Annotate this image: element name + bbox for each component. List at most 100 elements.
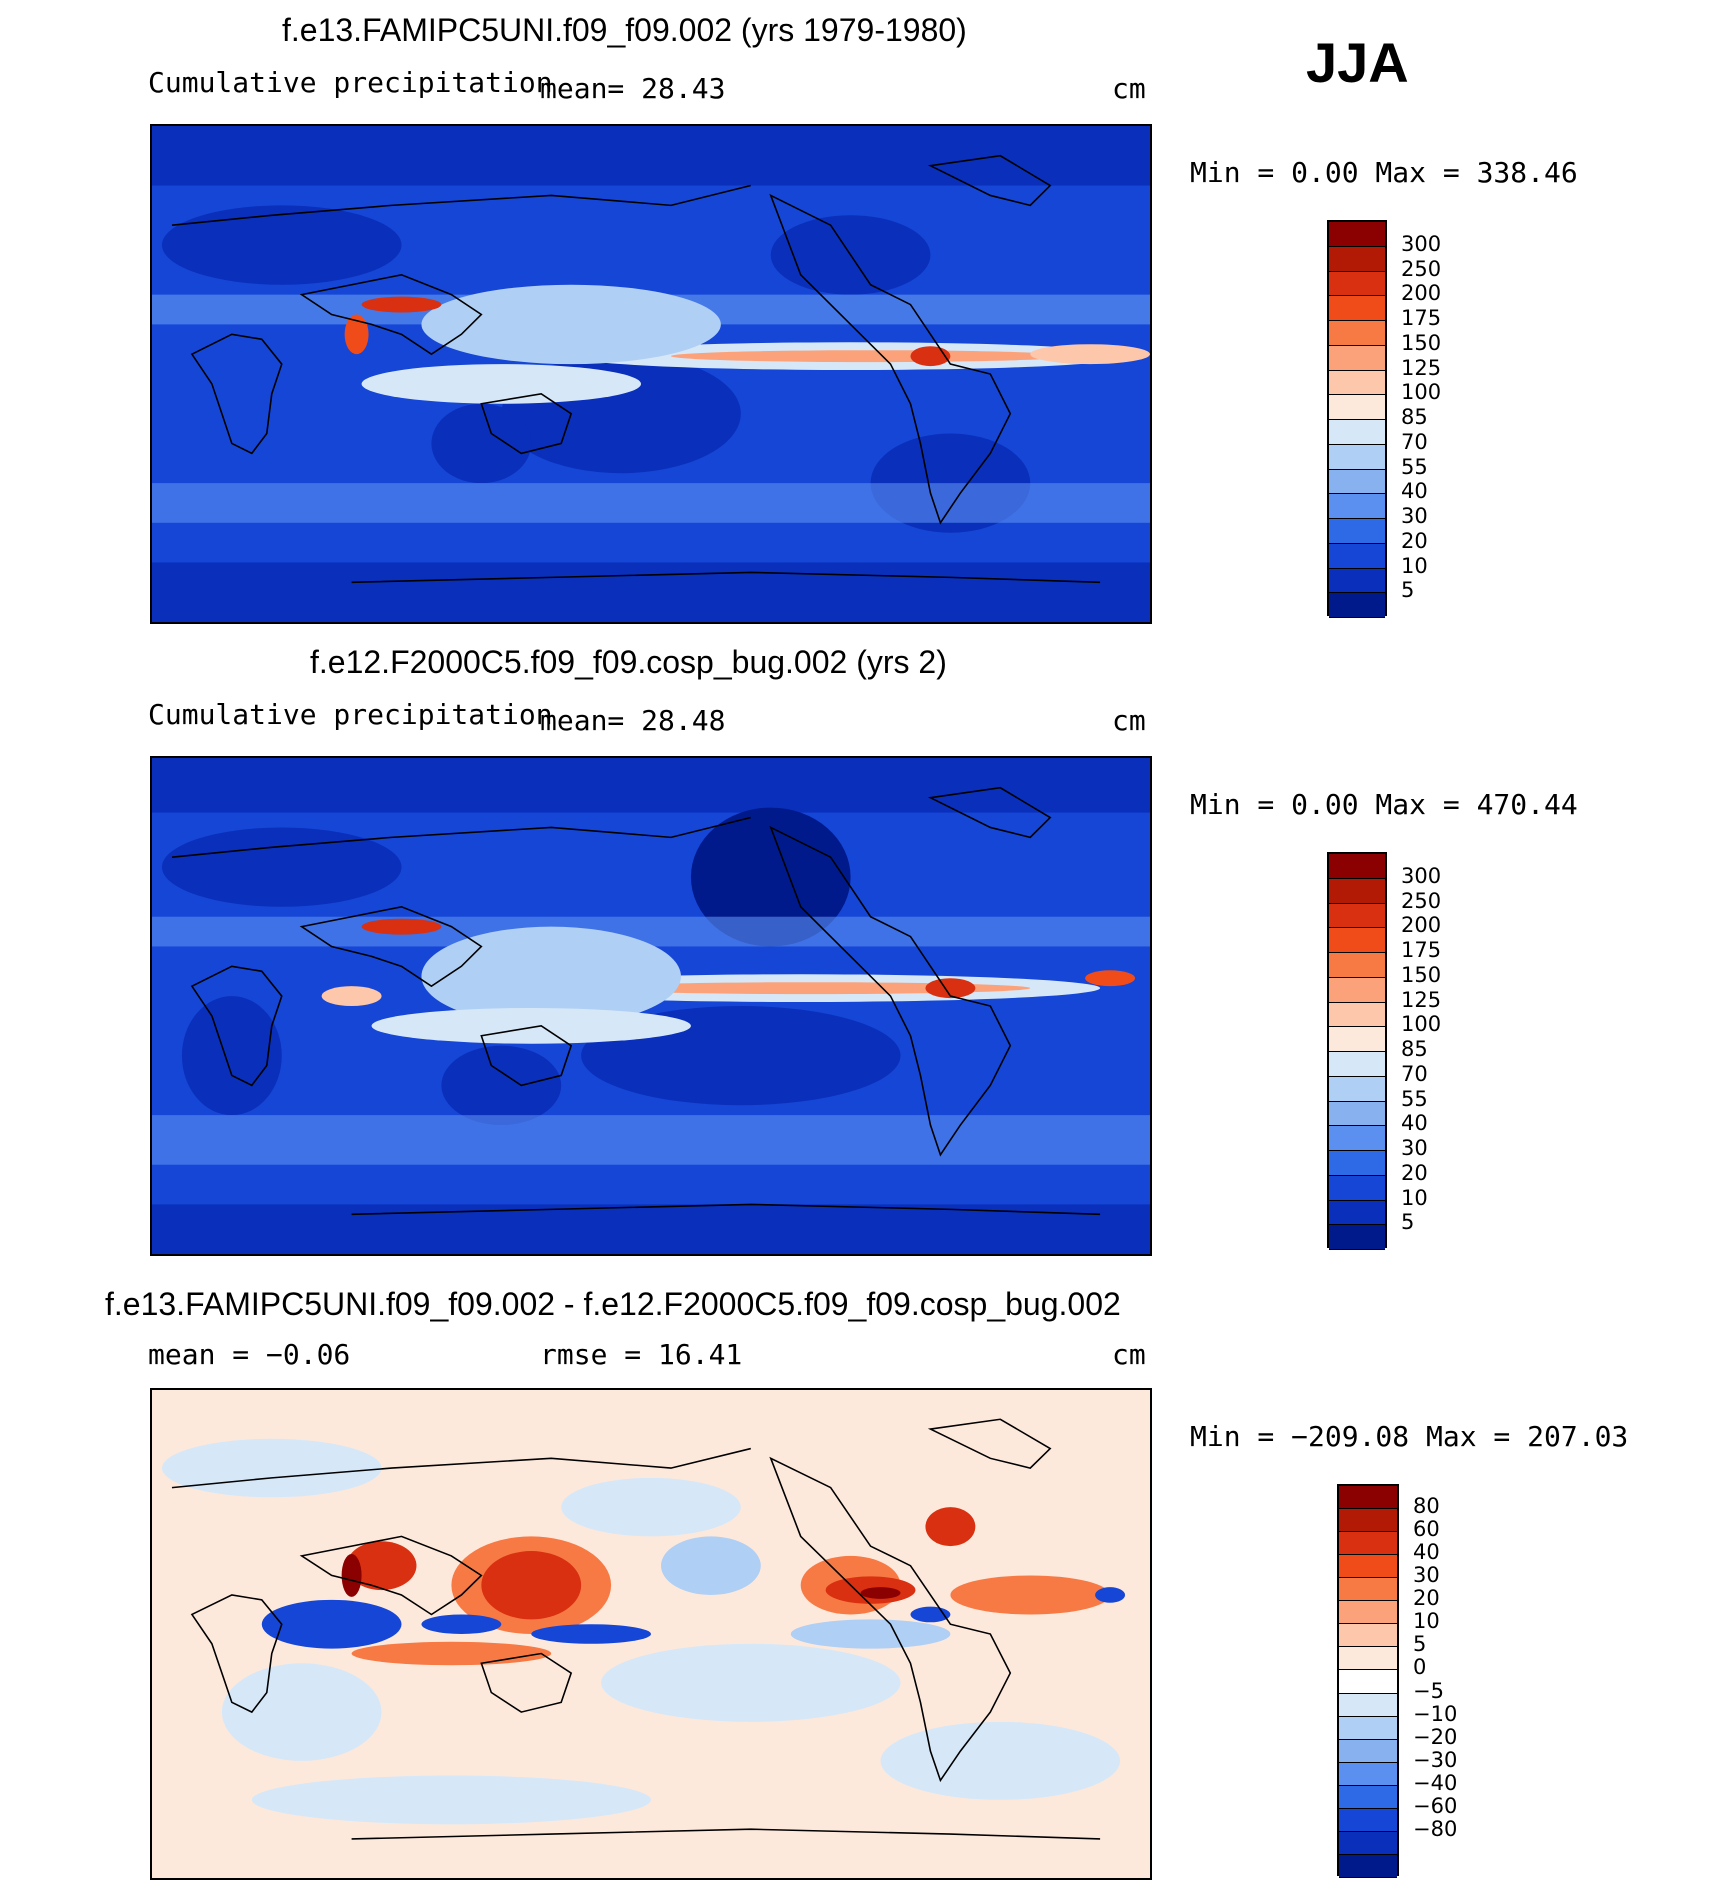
colorbar-tick-label: 10 — [1401, 1185, 1428, 1210]
colorbar-tick-label: 55 — [1401, 454, 1428, 479]
colorbar-tick-label: 300 — [1401, 231, 1442, 256]
colorbar-tick-label: 125 — [1401, 987, 1442, 1012]
colorbar-tick-label: 300 — [1401, 863, 1442, 888]
colorbar-tick-label: 5 — [1413, 1632, 1427, 1657]
colorbar-segment — [1329, 494, 1385, 519]
colorbar-segment — [1339, 1762, 1397, 1786]
colorbar-tick-label: 175 — [1401, 306, 1442, 330]
colorbar-segment — [1339, 1716, 1397, 1740]
colorbar-segment — [1339, 1693, 1397, 1717]
panel-1-title: f.e13.FAMIPC5UNI.f09_f09.002 (yrs 1979-1… — [282, 12, 967, 48]
colorbar-segment — [1329, 420, 1385, 445]
colorbar-segment — [1339, 1785, 1397, 1809]
colorbar-segment — [1339, 1578, 1397, 1602]
colorbar-box — [1337, 1484, 1399, 1878]
colorbar-tick-label: 250 — [1401, 888, 1442, 913]
colorbar-tick-label: 55 — [1401, 1086, 1428, 1111]
colorbar-segment — [1329, 370, 1385, 396]
colorbar-segment — [1329, 1076, 1385, 1102]
colorbar-tick-label: 60 — [1413, 1517, 1440, 1542]
panel-1-colorbar: 300 250 200 175 150 125 100 85 70 55 40 30 20 10 5 — [1327, 220, 1441, 618]
panel-2-colorbar: 300 250 200 175 150 125 100 85 70 55 40 30 20 10 5 — [1327, 852, 1441, 1250]
colorbar-tick-label: 40 — [1401, 1111, 1428, 1136]
colorbar-tick-label: 250 — [1401, 256, 1442, 281]
colorbar-tick-label: 150 — [1401, 962, 1442, 987]
colorbar-segment — [1329, 593, 1385, 618]
colorbar-tick-label: 30 — [1413, 1563, 1440, 1588]
colorbar-tick-label: 0 — [1413, 1655, 1427, 1680]
colorbar-segment — [1339, 1670, 1397, 1694]
colorbar-segment — [1329, 1052, 1385, 1077]
colorbar-tick-label: 70 — [1401, 1061, 1428, 1086]
colorbar-segment — [1329, 1126, 1385, 1151]
colorbar-segment — [1339, 1509, 1397, 1533]
colorbar-segment — [1329, 1151, 1385, 1176]
colorbar-tick-label: 100 — [1401, 380, 1442, 405]
season-label: JJA — [1306, 31, 1409, 94]
panel-2-map — [150, 756, 1152, 1256]
colorbar-segment — [1329, 519, 1385, 544]
panel-2-variable: Cumulative precipitation — [148, 698, 553, 731]
panel-2-title: f.e12.F2000C5.f09_f09.cosp_bug.002 (yrs … — [310, 644, 947, 680]
panel-2-minmax: Min = 0.00 Max = 470.44 — [1190, 788, 1578, 821]
colorbar-segment — [1329, 395, 1385, 420]
panel-2-mean: mean= 28.48 — [540, 704, 726, 737]
colorbar-segment — [1329, 246, 1385, 272]
colorbar-segment — [1329, 854, 1385, 879]
colorbar-tick-label: 30 — [1401, 504, 1428, 528]
colorbar-segment — [1329, 903, 1385, 929]
panel-3-title: f.e13.FAMIPC5UNI.f09_f09.002 - f.e12.F20… — [105, 1286, 1121, 1322]
colorbar-tick-label: 10 — [1413, 1609, 1440, 1634]
colorbar-segment — [1329, 1027, 1385, 1052]
colorbar-segment — [1329, 1225, 1385, 1250]
colorbar-tick-label: −10 — [1413, 1701, 1458, 1726]
colorbar-tick-label: −20 — [1413, 1724, 1458, 1749]
colorbar-segment — [1339, 1624, 1397, 1648]
colorbar-box — [1327, 220, 1387, 618]
colorbar-tick-label: 40 — [1401, 479, 1428, 504]
colorbar-segment — [1329, 469, 1385, 495]
colorbar-tick-label: −30 — [1413, 1747, 1458, 1772]
panel-3-map — [150, 1388, 1152, 1880]
colorbar-box — [1327, 852, 1387, 1250]
colorbar-segment — [1329, 543, 1385, 569]
panel-3-colorbar: 80 60 40 30 20 10 5 0 −5 −10 −20 −30 −40 −60 −80 — [1337, 1484, 1457, 1878]
colorbar-tick-label: 85 — [1401, 1037, 1428, 1061]
colorbar-tick-label: 5 — [1401, 1210, 1415, 1235]
colorbar-segment — [1329, 878, 1385, 904]
colorbar-segment — [1329, 568, 1385, 594]
colorbar-segment — [1329, 928, 1385, 953]
panel-1-variable: Cumulative precipitation — [148, 66, 553, 99]
colorbar-tick-label: 5 — [1401, 578, 1415, 603]
colorbar-segment — [1339, 1739, 1397, 1763]
colorbar-segment — [1329, 953, 1385, 978]
panel-1-units: cm — [1112, 72, 1146, 105]
colorbar-tick-label: 200 — [1401, 913, 1442, 938]
panel-3-rmse: rmse = 16.41 — [540, 1338, 743, 1371]
colorbar-tick-label: 10 — [1401, 553, 1428, 578]
colorbar-tick-label: 20 — [1413, 1586, 1440, 1611]
colorbar-segment — [1339, 1532, 1397, 1556]
panel-1-minmax: Min = 0.00 Max = 338.46 — [1190, 156, 1578, 189]
colorbar-segment — [1329, 321, 1385, 346]
colorbar-segment — [1339, 1647, 1397, 1671]
colorbar-tick-label: 85 — [1401, 405, 1428, 429]
panel-3-units: cm — [1112, 1338, 1146, 1371]
colorbar-tick-label: 175 — [1401, 938, 1442, 962]
colorbar-segment — [1329, 1002, 1385, 1028]
colorbar-segment — [1339, 1831, 1397, 1855]
colorbar-segment — [1339, 1601, 1397, 1625]
panel-2-units: cm — [1112, 704, 1146, 737]
colorbar-segment — [1329, 222, 1385, 247]
colorbar-segment — [1329, 345, 1385, 371]
colorbar-tick-label: 30 — [1401, 1136, 1428, 1160]
colorbar-segment — [1339, 1486, 1397, 1510]
colorbar-tick-label: −80 — [1413, 1816, 1458, 1841]
colorbar-tick-label: 40 — [1413, 1540, 1440, 1565]
colorbar-segment — [1329, 1200, 1385, 1226]
colorbar-segment — [1339, 1854, 1397, 1878]
colorbar-tick-label: 70 — [1401, 429, 1428, 454]
colorbar-tick-label: −40 — [1413, 1770, 1458, 1795]
colorbar-tick-label: 20 — [1401, 528, 1428, 553]
colorbar-segment — [1329, 977, 1385, 1003]
